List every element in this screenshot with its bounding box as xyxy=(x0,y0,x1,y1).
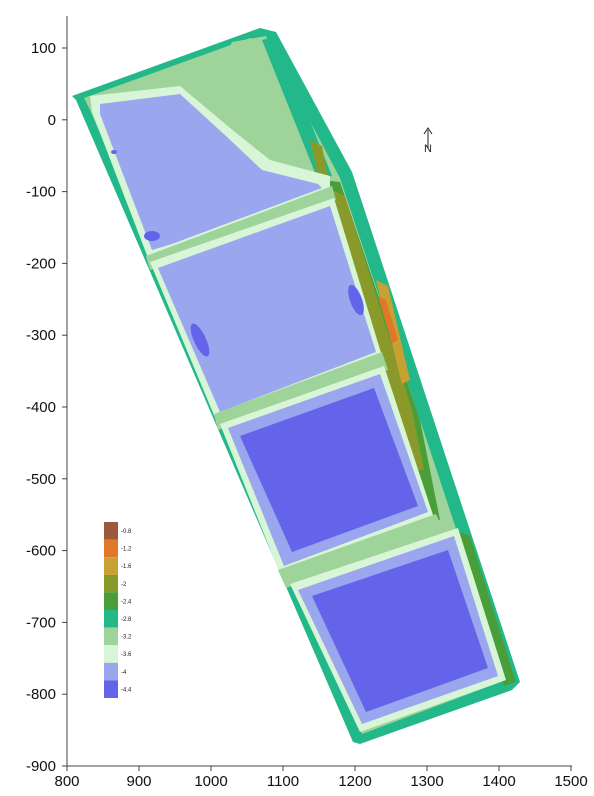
pond-3-deep xyxy=(240,388,418,552)
pond-2 xyxy=(150,198,382,420)
pond-1-deep-spot-2 xyxy=(111,150,117,154)
legend-label: -2 xyxy=(121,582,127,588)
y-tick-label: -300 xyxy=(26,327,56,344)
legend-swatch xyxy=(104,539,118,558)
y-tick-label: -900 xyxy=(26,758,56,775)
legend-swatch xyxy=(104,645,118,663)
legend-swatch xyxy=(104,522,118,540)
x-tick-label: 1400 xyxy=(482,773,515,790)
y-tick-label: -500 xyxy=(26,471,56,488)
y-tick-label: 100 xyxy=(31,40,56,57)
legend-swatch xyxy=(104,592,118,610)
x-tick-label: 1500 xyxy=(554,773,587,790)
y-tick-label: -700 xyxy=(26,614,56,631)
legend-swatch xyxy=(104,627,118,646)
dike-3 xyxy=(278,514,444,588)
legend-swatch xyxy=(104,662,118,681)
east-edge-orange xyxy=(378,296,398,344)
east-edge-olive xyxy=(332,190,424,470)
legend-label: -0.8 xyxy=(121,529,132,535)
legend-label: -2.4 xyxy=(121,599,132,605)
pond-3 xyxy=(220,366,434,574)
legend-label: -3.6 xyxy=(121,652,132,658)
y-tick-label: -100 xyxy=(26,184,56,201)
pond-4 xyxy=(290,528,506,732)
pond-1-deep-spot xyxy=(144,231,160,241)
x-tick-label: 900 xyxy=(126,773,151,790)
x-tick-label: 1300 xyxy=(410,773,443,790)
pond-2-deep-spot xyxy=(190,323,210,357)
x-tick-label: 1000 xyxy=(194,773,227,790)
y-tick-label: -200 xyxy=(26,255,56,272)
pond-1-water xyxy=(100,94,322,250)
legend: -0.8 -1.2 -1.6 -2 -2.4 -2.8 -3.2 -3.6 -4 -4.4 xyxy=(104,522,132,698)
pond-4-deep xyxy=(312,550,488,712)
pond-2-water xyxy=(158,206,376,412)
legend-swatch xyxy=(104,610,118,628)
x-axis-ticks: 800 900 1000 1100 1200 1300 1400 1500 xyxy=(54,766,588,790)
legend-swatch xyxy=(104,557,118,575)
y-tick-label: 0 xyxy=(48,112,56,129)
north-arrow-head xyxy=(423,127,433,135)
north-label: N xyxy=(424,143,432,155)
y-tick-label: -400 xyxy=(26,399,56,416)
northeast-olive-patch xyxy=(310,140,328,178)
axes: 800 900 1000 1100 1200 1300 1400 1500 1000-100-… xyxy=(26,16,588,790)
northeast-high-zone xyxy=(210,36,318,176)
north-arrow: N xyxy=(423,127,433,155)
x-tick-label: 1100 xyxy=(267,773,299,790)
legend-label: -2.8 xyxy=(121,617,132,623)
y-tick-label: -600 xyxy=(26,543,56,560)
legend-swatch xyxy=(104,680,118,698)
dike-2 xyxy=(214,352,388,430)
legend-label: -4.4 xyxy=(121,687,132,693)
x-tick-label: 1200 xyxy=(338,773,371,790)
legend-swatch xyxy=(104,574,118,593)
legend-label: -4 xyxy=(121,670,127,676)
legend-label: -3.2 xyxy=(121,635,132,641)
legend-label: -1.2 xyxy=(121,547,132,553)
pond-2-deep-spot-2 xyxy=(348,284,364,316)
pond-1 xyxy=(90,86,330,258)
x-tick-label: 800 xyxy=(54,773,79,790)
y-tick-label: -800 xyxy=(26,686,56,703)
legend-label: -1.6 xyxy=(121,564,132,570)
y-axis-ticks: 100 0 -100 -200 -300 -400 -500 -600 -700 -800 -900 xyxy=(26,40,67,775)
